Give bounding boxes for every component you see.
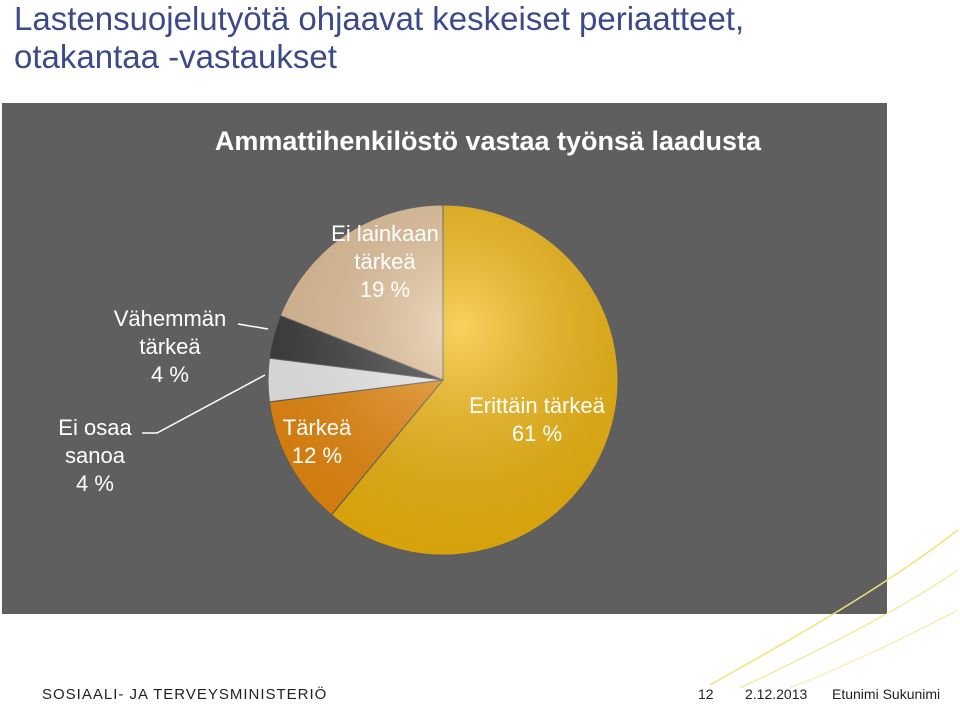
value-label: 12 % <box>291 443 343 468</box>
footer-page: 12 <box>698 686 714 702</box>
decoration <box>709 529 959 689</box>
slice-label: Ei osaa sanoa 4 % <box>30 414 160 498</box>
value-label: 4 % <box>151 362 189 387</box>
chart-title: Ammattihenkilöstö vastaa työnsä laadusta <box>215 126 762 156</box>
footer-author: Etunimi Sukunimi <box>832 686 941 702</box>
leader-line <box>237 323 269 330</box>
slice-label: Vähemmän tärkeä 4 % <box>90 305 250 389</box>
category-label: Tärkeä <box>282 415 352 440</box>
value-label: 19 % <box>359 277 411 302</box>
category-label: Vähemmän tärkeä <box>113 306 227 359</box>
value-label: 61 % <box>511 421 563 446</box>
footer-organization: SOSIAALI- JA TERVEYSMINISTERIÖ <box>42 686 328 703</box>
value-label: 4 % <box>76 471 114 496</box>
leader-line <box>142 374 266 434</box>
slice-label: Erittäin tärkeä 61 % <box>447 392 627 448</box>
category-label: Erittäin tärkeä <box>469 393 605 418</box>
slice-label: Tärkeä 12 % <box>262 414 372 470</box>
slice-label: Ei lainkaan tärkeä 19 % <box>330 220 440 304</box>
footer-date: 2.12.2013 <box>745 686 808 702</box>
slide-title: Lastensuojelutyötä ohjaavat keskeiset pe… <box>14 0 745 75</box>
category-label: Ei osaa sanoa <box>58 415 132 468</box>
category-label: Ei lainkaan tärkeä <box>331 221 439 274</box>
